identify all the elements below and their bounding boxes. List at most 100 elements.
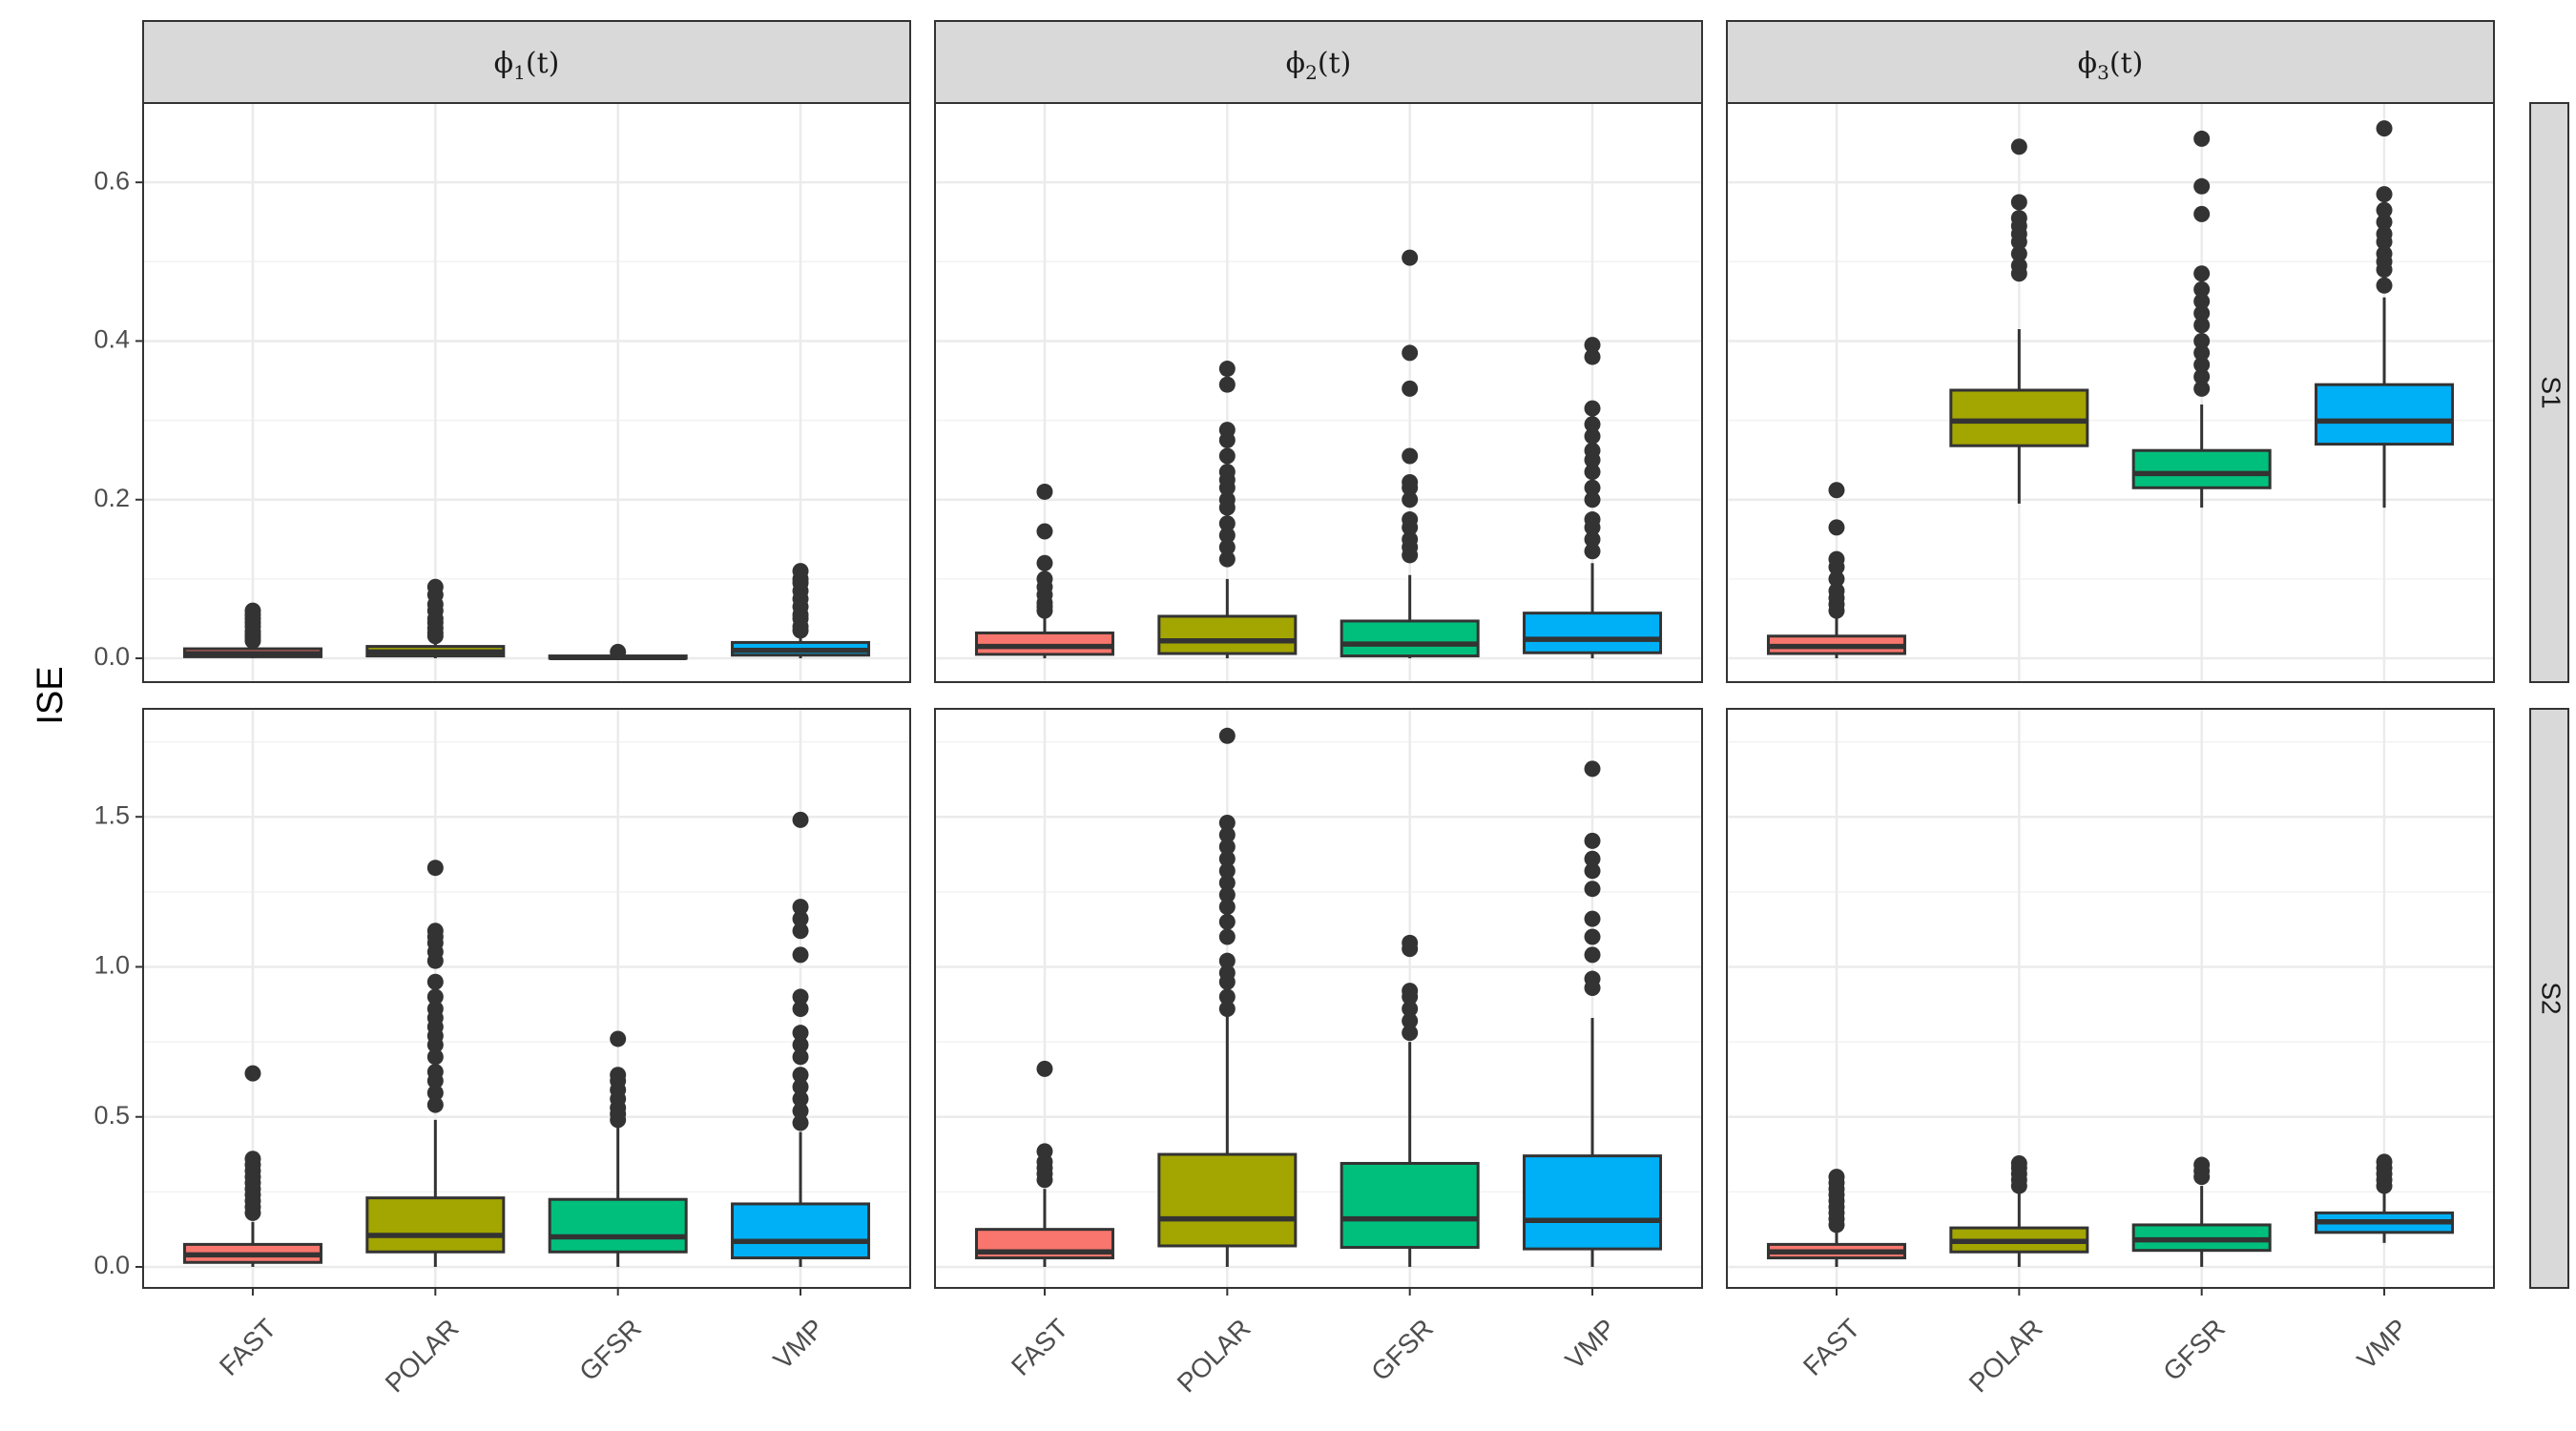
x-tick-label: GFSR [2157, 1313, 2231, 1386]
y-tick-label: 0.4 [93, 325, 130, 354]
boxplot-polar [1157, 727, 1298, 1267]
outlier-point [2376, 186, 2393, 203]
column-strip-suffix: (t) [526, 47, 559, 80]
box-iqr [731, 1202, 871, 1260]
outlier-point [426, 1001, 444, 1018]
outlier-point [1584, 928, 1601, 945]
boxplot-gfsr [1340, 249, 1480, 659]
panel-border [142, 102, 911, 683]
outlier-point [1218, 491, 1236, 508]
boxplot-polar [1949, 1154, 2089, 1267]
outlier-point [1218, 839, 1236, 856]
outlier-point [1828, 550, 1845, 568]
outlier-point [1218, 886, 1236, 903]
y-tick-label: 1.0 [93, 951, 130, 980]
outlier-point [1584, 348, 1601, 365]
outlier-point [792, 910, 809, 927]
boxplot-fast [974, 483, 1114, 659]
x-tick-label: GFSR [1365, 1313, 1439, 1386]
panel-border [1726, 102, 2495, 683]
outlier-point [1218, 964, 1236, 982]
outlier-point [1402, 934, 1419, 951]
outlier-point [792, 923, 809, 940]
x-tick-label: POLAR [1172, 1313, 1257, 1398]
outlier-point [1218, 952, 1236, 969]
boxplot-fast [974, 1060, 1114, 1267]
x-tick-label: VMP [768, 1313, 830, 1375]
outlier-point [1402, 249, 1419, 266]
outlier-point [792, 1114, 809, 1131]
outlier-point [1218, 928, 1236, 945]
outlier-point [792, 1025, 809, 1042]
outlier-point [792, 988, 809, 1006]
frames-layer [135, 20, 2569, 1296]
outlier-point [2193, 380, 2211, 397]
outlier-point [2193, 368, 2211, 385]
outlier-point [1584, 760, 1601, 778]
outlier-point [1402, 983, 1419, 1000]
outlier-point [2193, 332, 2211, 349]
outlier-point [2193, 293, 2211, 310]
outlier-point [1584, 442, 1601, 459]
outlier-point [1036, 483, 1053, 500]
outlier-point [1218, 527, 1236, 544]
outlier-point [426, 578, 444, 595]
outlier-point [1584, 464, 1601, 481]
outlier-point [1218, 862, 1236, 880]
boxplot-gfsr [2131, 130, 2272, 508]
outlier-point [2193, 304, 2211, 321]
outlier-point [1402, 491, 1419, 508]
boxplot-gfsr [548, 1030, 688, 1267]
box-iqr [1523, 612, 1663, 654]
outlier-point [1402, 511, 1419, 529]
outlier-point [2010, 257, 2027, 274]
outlier-point [792, 1067, 809, 1084]
outlier-point [792, 1036, 809, 1053]
outlier-point [1584, 479, 1601, 496]
column-strip-label: ϕ3(t) [2078, 47, 2144, 84]
outlier-point [2193, 1156, 2211, 1173]
y-tick-label: 1.5 [93, 800, 130, 829]
outlier-point [1218, 850, 1236, 867]
outlier-point [792, 563, 809, 580]
outlier-point [1584, 881, 1601, 898]
y-tick-label: 0.5 [93, 1101, 130, 1130]
outlier-point [426, 923, 444, 940]
outlier-point [1828, 519, 1845, 536]
outlier-point [1402, 447, 1419, 465]
outlier-point [1036, 570, 1053, 588]
outlier-point [1828, 570, 1845, 588]
outlier-point [426, 988, 444, 1006]
outlier-point [244, 1151, 261, 1168]
box-iqr [2315, 383, 2455, 446]
outlier-point [2010, 138, 2027, 156]
outlier-point [1402, 1025, 1419, 1042]
outlier-point [1218, 422, 1236, 439]
outlier-point [1584, 543, 1601, 560]
outlier-point [1218, 464, 1236, 481]
outlier-point [1828, 482, 1845, 499]
outlier-point [2193, 177, 2211, 195]
outlier-point [1828, 1169, 1845, 1186]
column-strip-suffix: (t) [1318, 47, 1351, 80]
outlier-point [1584, 400, 1601, 417]
outlier-point [1218, 899, 1236, 916]
x-tick-label: VMP [1560, 1313, 1622, 1375]
outlier-point [2193, 205, 2211, 222]
column-strip [934, 20, 1703, 104]
outlier-point [792, 1078, 809, 1095]
column-strip-symbol: ϕ [1286, 47, 1305, 80]
outlier-point [1402, 1012, 1419, 1029]
box-iqr [1340, 619, 1480, 658]
outlier-point [1584, 832, 1601, 849]
x-tick-label: FAST [1006, 1313, 1073, 1380]
outlier-point [610, 1030, 627, 1047]
boxplot-gfsr [1340, 934, 1480, 1267]
outlier-point [426, 1085, 444, 1102]
outlier-point [792, 946, 809, 964]
row-strip-label: S1 [2537, 376, 2566, 408]
outlier-point [792, 1102, 809, 1119]
column-strip-label: ϕ1(t) [494, 47, 560, 84]
outlier-point [610, 643, 627, 660]
